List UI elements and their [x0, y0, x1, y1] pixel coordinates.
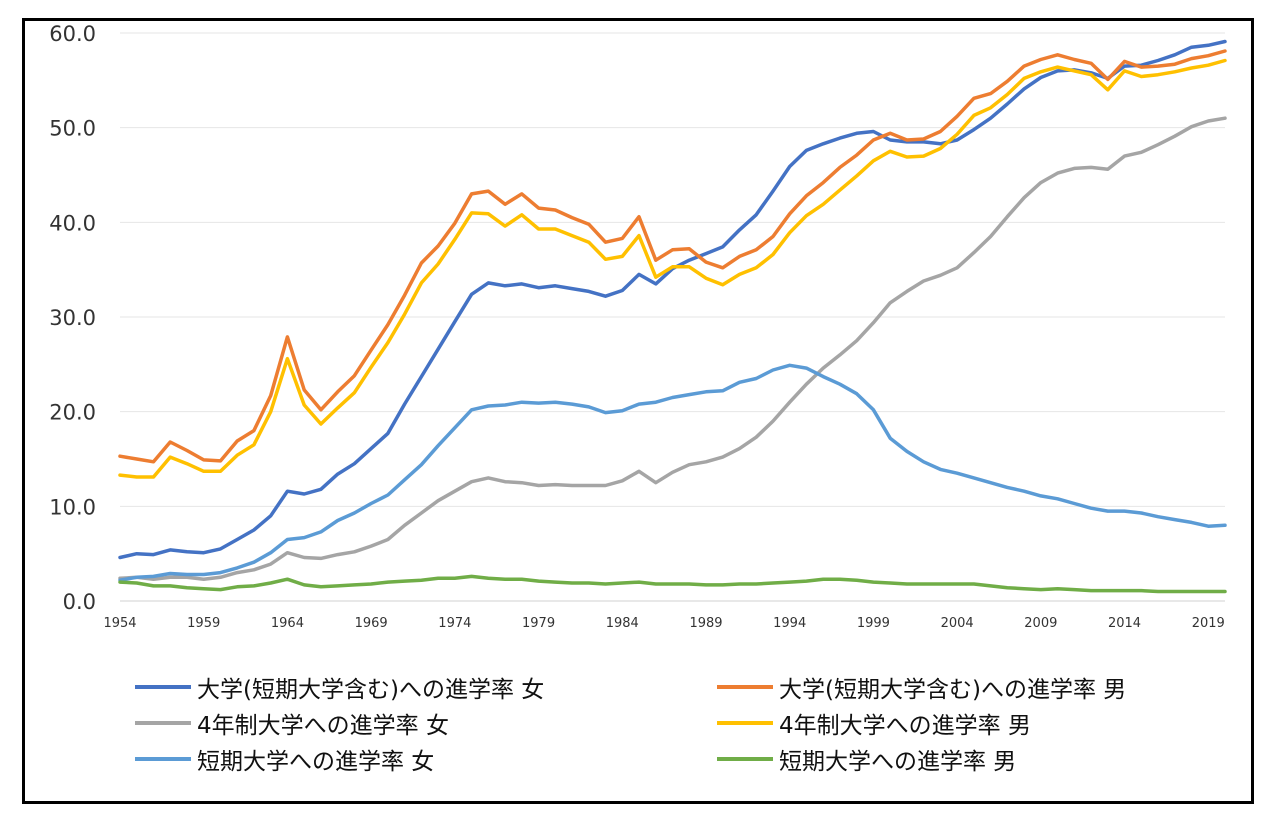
x-tick-label: 1979: [522, 616, 555, 631]
series-lines: [118, 39, 1227, 594]
legend-swatch: [717, 721, 773, 725]
x-tick-label: 1994: [773, 616, 806, 631]
x-tick-label: 1954: [103, 616, 136, 631]
x-tick-label: 2009: [1024, 616, 1057, 631]
gridlines: [120, 32, 1225, 602]
legend-label: 短期大学への進学率 女: [197, 749, 435, 775]
x-tick-label: 1984: [606, 616, 639, 631]
y-axis-ticks: 0.0 10.0 20.0 30.0 40.0 50.0 60.0: [49, 22, 96, 614]
x-tick-label: 2004: [941, 616, 974, 631]
x-tick-label: 2019: [1192, 616, 1225, 631]
legend-label: 大学(短期大学含む)への進学率 女: [197, 677, 545, 703]
series-line-4: [118, 58, 1227, 479]
y-tick-label: 0.0: [63, 590, 96, 614]
series-line-2: [118, 49, 1227, 464]
legend-swatch: [717, 685, 773, 689]
x-tick-label: 1959: [187, 616, 220, 631]
legend-item-3: 4年制大学への進学率 女: [135, 705, 449, 741]
legend-item-5: 短期大学への進学率 女: [135, 741, 434, 777]
x-tick-label: 2014: [1108, 616, 1141, 631]
y-tick-label: 60.0: [49, 22, 96, 46]
chart-frame: 0.0 10.0 20.0 30.0 40.0 50.0 60.0 1954 1959 1964…: [22, 18, 1254, 804]
x-tick-label: 1969: [355, 616, 388, 631]
legend-label: 4年制大学への進学率 女: [197, 713, 449, 739]
series-line-5: [118, 363, 1227, 582]
y-tick-label: 40.0: [49, 211, 96, 235]
line-chart: 0.0 10.0 20.0 30.0 40.0 50.0 60.0 1954 1959 1964…: [49, 22, 1227, 631]
y-tick-label: 30.0: [49, 306, 96, 330]
x-tick-label: 1974: [438, 616, 471, 631]
legend-label: 4年制大学への進学率 男: [779, 713, 1031, 739]
legend-item-1: 大学(短期大学含む)への進学率 女: [135, 669, 544, 705]
y-tick-label: 50.0: [49, 117, 96, 141]
legend-label: 大学(短期大学含む)への進学率 男: [779, 677, 1127, 703]
y-tick-label: 20.0: [49, 401, 96, 425]
legend-item-2: 大学(短期大学含む)への進学率 男: [717, 669, 1126, 705]
x-tick-label: 1999: [857, 616, 890, 631]
x-tick-label: 1964: [271, 616, 304, 631]
legend-item-6: 短期大学への進学率 男: [717, 741, 1016, 777]
series-line-6: [118, 574, 1227, 594]
legend-label: 短期大学への進学率 男: [779, 749, 1017, 775]
x-axis: 1954 1959 1964 1969 1974 1979 1984 1989 1994 1999…: [103, 600, 1225, 631]
legend-swatch: [717, 757, 773, 761]
y-tick-label: 10.0: [49, 495, 96, 519]
legend-swatch: [135, 721, 191, 725]
legend-item-4: 4年制大学への進学率 男: [717, 705, 1031, 741]
x-tick-label: 1989: [689, 616, 722, 631]
series-line-1: [118, 39, 1227, 560]
legend-swatch: [135, 757, 191, 761]
series-line-3: [118, 116, 1227, 581]
legend-swatch: [135, 685, 191, 689]
